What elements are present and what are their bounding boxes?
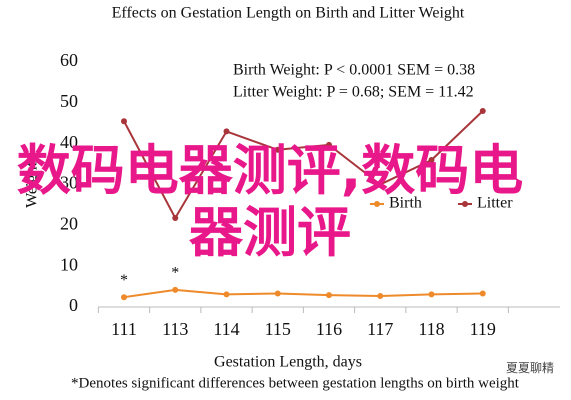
point <box>172 214 179 221</box>
x-tick-label: 114 <box>213 319 239 339</box>
y-tick-label: 0 <box>69 295 78 315</box>
significance-marker: * <box>171 265 179 282</box>
footnote: *Denotes significant differences between… <box>71 375 520 391</box>
y-axis-label: Weight <box>24 162 41 208</box>
x-tick-label: 119 <box>470 319 496 339</box>
x-tick-label: 117 <box>367 319 393 339</box>
x-axis-label: Gestation Length, days <box>214 354 362 371</box>
annotation: Litter Weight: P = 0.68; SEM = 11.42 <box>233 84 474 101</box>
y-tick-label: 30 <box>60 173 78 193</box>
x-tick-label: 113 <box>162 319 188 339</box>
x-tick-label: 116 <box>316 319 342 339</box>
annotation: Birth Weight: P < 0.0001 SEM = 0.38 <box>233 62 475 79</box>
chart-title: Effects on Gestation Length on Birth and… <box>112 5 465 22</box>
series-line <box>123 288 483 299</box>
point <box>428 157 435 163</box>
point <box>428 291 435 298</box>
point <box>326 292 332 299</box>
y-tick-label: 60 <box>60 50 78 70</box>
point <box>479 108 486 114</box>
legend-marker <box>374 201 380 207</box>
watermark: 数码电器测评,数码电器测评 <box>16 139 524 264</box>
x-tick-label: 111 <box>111 319 137 339</box>
y-tick-label: 50 <box>60 91 78 111</box>
y-tick-label: 20 <box>60 213 78 233</box>
point <box>223 291 230 298</box>
x-tick-label: 118 <box>418 319 444 339</box>
point <box>121 118 127 125</box>
point <box>479 290 486 297</box>
point <box>172 286 179 293</box>
point <box>377 292 384 299</box>
source-badge: 夏夏聊精 <box>502 358 557 377</box>
point <box>274 146 281 153</box>
y-tick-label: 10 <box>60 254 78 274</box>
x-tick-label: 115 <box>265 319 291 339</box>
point <box>223 128 230 135</box>
legend-label: Litter <box>477 195 513 212</box>
point <box>274 290 281 297</box>
point <box>121 294 127 301</box>
point <box>326 141 332 148</box>
legend-label: Birth <box>389 195 422 212</box>
point <box>377 181 384 188</box>
legend-marker <box>462 201 468 207</box>
significance-marker: * <box>120 272 128 289</box>
series-line <box>123 110 484 221</box>
y-tick-label: 40 <box>60 132 78 152</box>
